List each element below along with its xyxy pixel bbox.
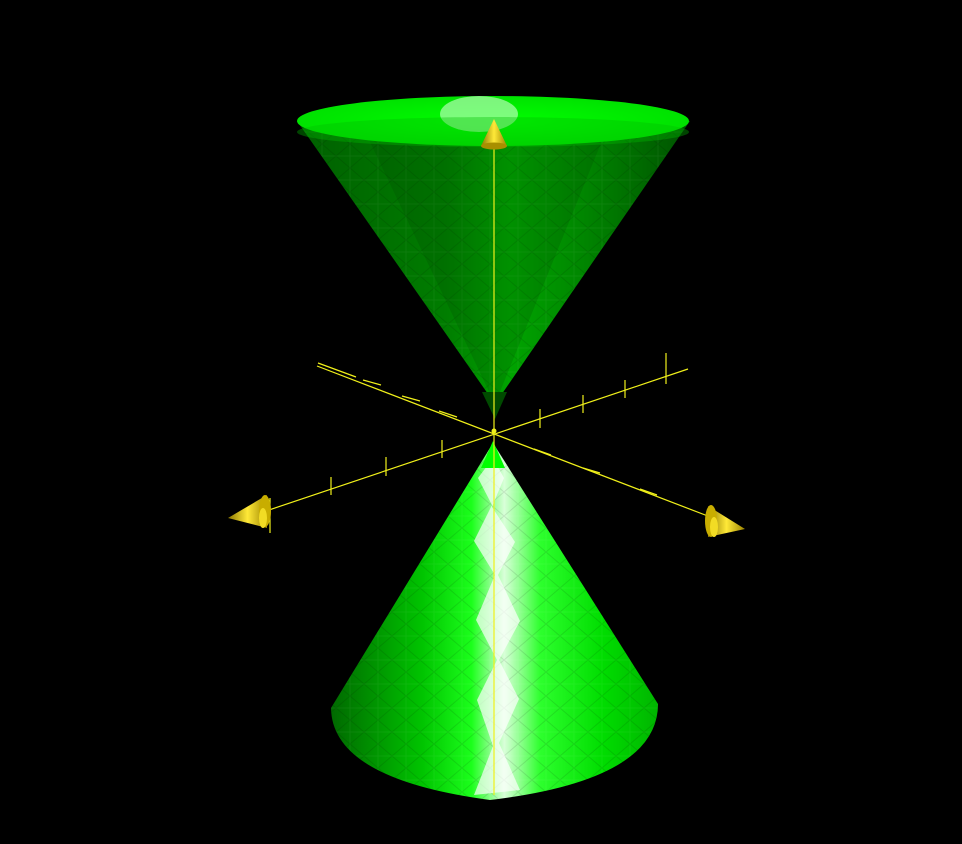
lower-cone-specular-strip (474, 458, 520, 795)
right-diagonal-axis[interactable] (262, 368, 689, 513)
lower-cone-tip (481, 441, 505, 468)
upper-cone-inner-shadow (360, 121, 610, 404)
upper-cone-rim-highlight (440, 96, 518, 132)
left-diagonal-axis[interactable] (316, 365, 714, 519)
left-axis-arrowhead-icon (228, 495, 271, 528)
origin-point[interactable] (491, 428, 497, 434)
right-axis-arrowhead-icon (705, 505, 745, 537)
vertical-axis-arrowhead-icon (481, 119, 507, 150)
